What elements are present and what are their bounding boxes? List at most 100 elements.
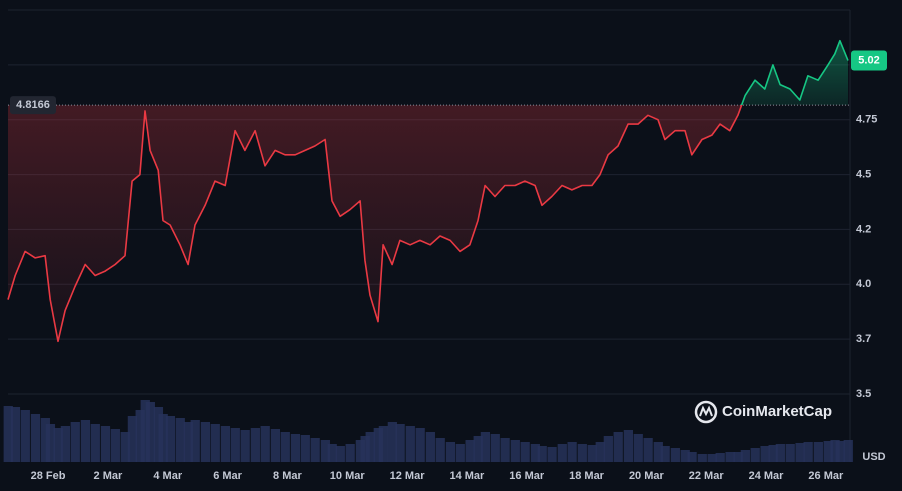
volume-bar <box>110 429 120 462</box>
volume-bar <box>587 445 597 462</box>
volume-bar <box>100 426 111 462</box>
volume-bar <box>823 441 833 462</box>
volume-bar <box>750 448 760 462</box>
x-tick-label: 26 Mar <box>808 470 844 482</box>
volume-bar <box>53 428 63 462</box>
volume-bar <box>725 452 735 462</box>
x-tick-label: 4 Mar <box>153 470 182 482</box>
volume-bar <box>843 440 853 462</box>
volume-bar <box>45 424 56 462</box>
volume-bar <box>643 438 653 462</box>
baseline-label: 4.8166 <box>16 99 50 111</box>
price-line <box>7 39 849 343</box>
volume-bar <box>465 440 475 462</box>
volume-bar <box>768 445 778 462</box>
y-tick-label: 4.75 <box>856 114 877 126</box>
volume-bar <box>830 440 840 462</box>
volume-bar <box>500 438 510 462</box>
x-tick-label: 18 Mar <box>569 470 605 482</box>
volume-bar <box>435 438 445 462</box>
x-tick-label: 10 Mar <box>330 470 366 482</box>
unit-label: USD <box>862 451 885 463</box>
volume-bar <box>530 444 540 462</box>
plot <box>7 39 850 343</box>
volume-bar <box>490 434 500 462</box>
y-tick-label: 4.5 <box>856 168 871 180</box>
volume-bar <box>803 442 813 462</box>
volume-bar <box>290 434 301 462</box>
volume-bar <box>547 447 557 462</box>
volume-bar <box>60 426 71 462</box>
logo-mark <box>699 405 713 417</box>
volume-bar <box>165 416 176 462</box>
volume-bar <box>670 448 680 462</box>
volume-bar <box>760 446 770 462</box>
volume-bar <box>220 426 231 462</box>
x-tick-label: 28 Feb <box>31 470 66 482</box>
volume-bar <box>603 436 613 462</box>
y-tick-label: 4.2 <box>856 223 871 235</box>
volume-bar <box>20 410 30 462</box>
volume-bar <box>795 443 805 462</box>
volume-bar <box>300 435 310 462</box>
volume-bar <box>260 426 270 462</box>
x-tick-label: 2 Mar <box>94 470 123 482</box>
volume-bar <box>733 452 743 462</box>
volume-bar <box>378 426 389 462</box>
volume-bar <box>653 442 663 462</box>
x-tick-label: 20 Mar <box>629 470 665 482</box>
volume-bar <box>697 454 707 462</box>
y-tick-label: 3.7 <box>856 333 871 345</box>
volume-bar <box>415 428 425 462</box>
volume-bar <box>320 440 330 462</box>
y-tick-label: 3.5 <box>856 388 871 400</box>
volume-bar <box>633 434 643 462</box>
volume-bar <box>835 441 845 462</box>
volume-bar <box>707 454 717 462</box>
volume-bar <box>425 432 435 462</box>
volume-bar <box>813 442 823 462</box>
volume-bar <box>30 414 41 462</box>
volume-bar <box>240 430 250 462</box>
volume-bar <box>230 428 240 462</box>
volume-bar <box>158 414 168 462</box>
x-tick-label: 6 Mar <box>213 470 242 482</box>
x-tick-label: 22 Mar <box>689 470 725 482</box>
volume-bar <box>387 422 397 462</box>
volume-bar <box>445 442 456 462</box>
volume-bar <box>310 438 320 462</box>
x-tick-label: 8 Mar <box>273 470 302 482</box>
volume-bar <box>520 442 530 462</box>
logo <box>694 400 718 424</box>
baseline-label-box <box>10 96 56 115</box>
volume-bar <box>455 444 465 462</box>
volume-bar <box>10 407 21 462</box>
volume-bar <box>775 444 785 462</box>
volume-bar <box>270 429 281 462</box>
volume-bar <box>335 446 345 462</box>
x-tick-label: 12 Mar <box>390 470 426 482</box>
volume-bar <box>90 424 100 462</box>
volume-bar <box>613 432 623 462</box>
volume-bar <box>395 424 405 462</box>
watermark: CoinMarketCap <box>694 400 832 424</box>
volume-bar <box>250 428 260 462</box>
price-badge-label: 5.02 <box>858 54 879 66</box>
x-tick-label: 16 Mar <box>509 470 545 482</box>
volume-bar <box>473 436 483 462</box>
volume-bar <box>740 450 750 462</box>
volume-bar <box>355 440 365 462</box>
volume-bar <box>70 422 80 462</box>
volume-bar <box>360 436 370 462</box>
volume-bar <box>127 416 138 462</box>
watermark-text: CoinMarketCap <box>722 403 832 420</box>
y-tick-label: 4.0 <box>856 278 871 290</box>
volume-bar <box>680 450 690 462</box>
volume-bar <box>577 444 587 462</box>
volume-bar <box>80 420 91 462</box>
volume-bar <box>480 432 491 462</box>
volume-bar <box>140 400 150 462</box>
volume-bar <box>567 442 577 462</box>
